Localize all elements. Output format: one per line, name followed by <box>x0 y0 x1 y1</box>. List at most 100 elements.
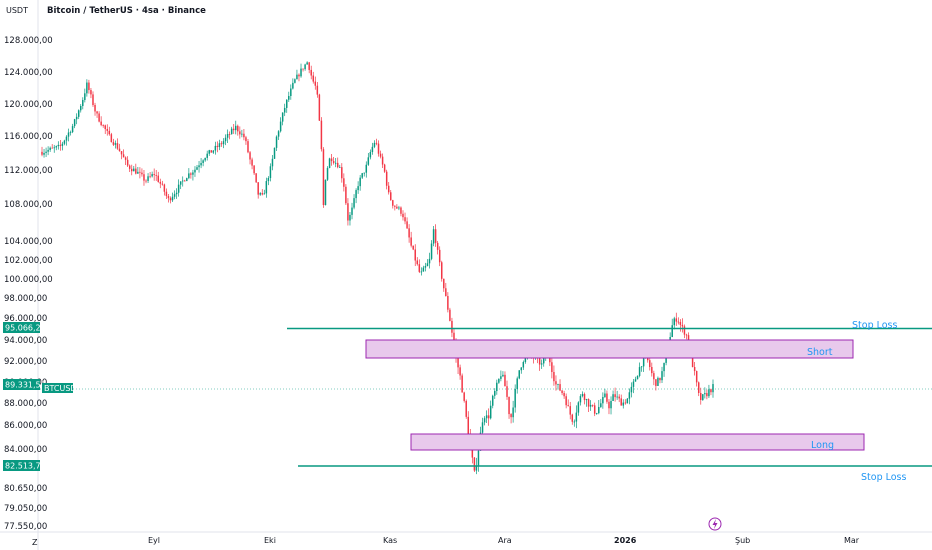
candle-body <box>375 142 378 144</box>
price-tick-label: 102.000,00 <box>4 256 53 266</box>
candle-body <box>600 403 602 407</box>
candle-body <box>538 356 541 365</box>
candle-body <box>124 157 127 160</box>
candle-body <box>114 143 117 145</box>
candle-body <box>595 413 598 414</box>
candle-body <box>90 90 92 95</box>
candle-body <box>636 375 639 380</box>
candle-body <box>483 418 486 423</box>
candle-body <box>522 362 525 368</box>
candle-body <box>302 68 304 70</box>
candle-body <box>661 371 663 381</box>
time-label: 2026 <box>614 536 637 545</box>
price-tick-label: 92.000,00 <box>4 357 47 367</box>
candle-body <box>443 278 445 289</box>
candle-body <box>685 334 688 336</box>
lightning-icon[interactable] <box>708 517 722 531</box>
candle-body <box>232 128 235 131</box>
candle-body <box>206 153 208 158</box>
candle-body <box>494 391 496 396</box>
candle-body <box>430 243 433 259</box>
candle-body <box>408 228 410 238</box>
candle-body <box>359 177 361 187</box>
price-tick-label: 112.000,00 <box>4 166 53 176</box>
candle-body <box>390 192 392 201</box>
short-zone[interactable] <box>365 339 854 359</box>
price-axis[interactable]: 128.000,00 124.000,00 120.000,00 116.000… <box>4 36 53 532</box>
price-tick-label: 128.000,00 <box>4 36 53 46</box>
candle-body <box>394 205 396 207</box>
long-zone[interactable] <box>410 433 865 451</box>
candle-body <box>196 167 198 170</box>
price-tick-label: 100.000,00 <box>4 275 53 285</box>
candle-body <box>200 162 202 166</box>
candle-body <box>118 148 121 152</box>
price-tick-label: 116.000,00 <box>4 132 53 142</box>
candle-body <box>640 366 643 368</box>
candle-body <box>642 354 645 367</box>
candle-body <box>630 386 633 393</box>
candle-body <box>634 379 637 382</box>
candle-body <box>57 144 60 147</box>
price-tag-stop-loss-top: 95.066,29 <box>3 322 46 333</box>
long-label: Long <box>811 440 834 451</box>
candle-body <box>677 321 680 323</box>
candle-body <box>41 151 43 155</box>
candle-body <box>583 394 586 401</box>
candle-body <box>243 133 245 138</box>
candle-body <box>392 200 394 206</box>
candle-body <box>241 133 243 135</box>
candle-body <box>175 192 178 195</box>
candle-body <box>653 373 655 380</box>
candle-body <box>292 82 294 89</box>
candle-body <box>290 88 292 97</box>
candle-body <box>502 374 504 377</box>
candle-body <box>555 381 557 385</box>
candle-body <box>659 377 661 381</box>
candle-body <box>273 147 276 159</box>
candle-body <box>43 152 45 155</box>
candle-body <box>457 356 459 368</box>
candle-body <box>587 399 590 407</box>
candle-body <box>373 142 376 147</box>
candle-body <box>695 371 698 383</box>
candle-body <box>184 180 186 182</box>
candle-body <box>84 93 86 101</box>
candle-body <box>82 100 84 107</box>
candle-body <box>404 217 406 222</box>
candle-body <box>341 167 343 179</box>
price-tag-last-price: 89.331,53 BTCUSDT <box>3 379 82 393</box>
candle-body <box>542 355 545 364</box>
candle-body <box>369 151 372 158</box>
candle-body <box>363 172 365 174</box>
candle-body <box>210 150 213 153</box>
candle-body <box>71 126 74 133</box>
candle-body <box>510 414 512 418</box>
candle-body <box>432 229 435 244</box>
price-tick-label: 86.000,00 <box>4 421 47 431</box>
candle-body <box>365 164 368 173</box>
time-label: Eyl <box>148 536 160 545</box>
candle-body <box>230 128 233 135</box>
candle-body <box>438 249 441 263</box>
candle-body <box>322 149 325 206</box>
candle-body <box>235 125 237 131</box>
candle-body <box>283 107 286 113</box>
candle-body <box>440 262 443 279</box>
candle-body <box>606 393 608 402</box>
candle-body <box>198 165 200 168</box>
candle-body <box>308 62 310 70</box>
candle-body <box>708 389 710 397</box>
candle-body <box>298 74 300 77</box>
candle-body <box>367 157 370 165</box>
symbol-tag-bg <box>42 383 73 393</box>
candle-body <box>137 171 139 174</box>
candle-body <box>216 145 219 148</box>
candle-body <box>347 203 349 221</box>
candle-body <box>224 137 227 142</box>
candle-body <box>226 134 229 138</box>
candle-body <box>228 134 231 135</box>
time-axis[interactable]: Z Eyl Eki Kas Ara 2026 Şub Mar <box>32 536 860 547</box>
candle-body <box>471 444 474 458</box>
